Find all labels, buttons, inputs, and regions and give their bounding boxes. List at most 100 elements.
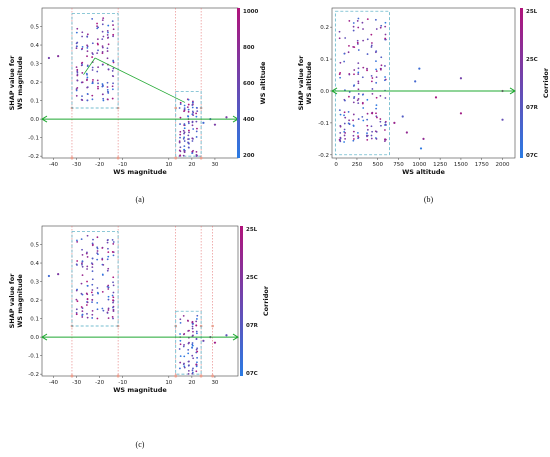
data-point [91, 309, 94, 312]
data-point [459, 112, 463, 115]
data-point [106, 37, 109, 39]
data-point [112, 276, 115, 279]
data-point [347, 51, 350, 54]
data-point [112, 301, 114, 304]
data-point [91, 266, 94, 269]
data-point [112, 241, 115, 243]
data-point [183, 104, 186, 107]
data-point [86, 265, 89, 268]
data-point [86, 55, 88, 58]
data-point [379, 120, 382, 123]
data-point [101, 45, 104, 48]
data-point [86, 312, 88, 315]
data-point [379, 118, 382, 120]
data-point [86, 301, 89, 304]
data-point [361, 76, 364, 79]
x-tick-label: 2000 [496, 162, 510, 168]
data-point [91, 283, 94, 286]
data-point [107, 92, 110, 94]
highlight-box [71, 231, 119, 327]
data-point [91, 270, 94, 273]
data-point [178, 367, 181, 370]
vline-marker [199, 156, 203, 160]
data-point [179, 339, 182, 342]
data-point [418, 67, 421, 70]
data-point [195, 320, 198, 323]
data-point [101, 30, 104, 33]
x-axis-label: WS magnitude [113, 386, 167, 394]
data-point [191, 104, 194, 106]
data-point [179, 133, 182, 136]
data-point [356, 39, 359, 42]
data-point [352, 85, 355, 87]
data-point [76, 68, 79, 71]
data-point [92, 238, 94, 241]
data-point [225, 334, 228, 337]
data-point [187, 349, 190, 351]
data-point [75, 94, 78, 97]
data-point [75, 289, 78, 292]
data-point [178, 149, 181, 152]
data-point [357, 49, 360, 51]
colorbar [237, 8, 240, 158]
x-tick-label: -40 [49, 380, 58, 386]
data-point [187, 115, 190, 118]
y-tick-label: 0.4 [30, 261, 39, 267]
data-point [348, 123, 351, 125]
x-tick-label: -30 [72, 380, 81, 386]
colorbar-tick-label: 25L [526, 9, 538, 15]
data-point [182, 315, 185, 317]
data-point [366, 132, 368, 135]
data-point [192, 330, 194, 333]
data-point [195, 136, 198, 138]
panel-caption: (c) [136, 440, 145, 449]
y-axis-label: SHAP value forWS magnitude [8, 55, 24, 111]
data-point [101, 290, 104, 293]
data-point [107, 31, 109, 34]
data-point [393, 121, 396, 124]
data-point [111, 238, 114, 241]
data-point [96, 250, 99, 252]
data-point [107, 24, 110, 27]
data-point [106, 57, 109, 60]
data-point [57, 55, 60, 58]
data-point [91, 18, 94, 20]
data-point [196, 110, 199, 113]
data-point [92, 79, 94, 81]
data-point [379, 95, 382, 97]
data-point [352, 134, 355, 137]
data-point [352, 25, 355, 28]
data-point [85, 72, 88, 75]
data-point [179, 321, 182, 324]
data-point [501, 118, 504, 121]
data-point [91, 294, 94, 296]
y-axis-label-line: WS magnitude [16, 274, 24, 328]
data-point [112, 28, 115, 31]
data-point [344, 137, 347, 140]
data-point [183, 366, 186, 369]
data-point [97, 87, 99, 90]
data-point [179, 318, 182, 321]
data-point [188, 131, 190, 134]
data-point [101, 50, 104, 53]
x-tick-label: 0 [334, 162, 338, 168]
data-point [192, 367, 194, 370]
data-point [183, 140, 186, 142]
data-point [191, 347, 194, 349]
x-tick-label: 1250 [433, 162, 447, 168]
data-point [112, 296, 115, 299]
data-point [343, 111, 346, 114]
data-point [101, 23, 104, 26]
x-tick-label: -10 [118, 162, 127, 168]
y-tick-label: 0.2 [320, 25, 329, 31]
data-point [96, 301, 99, 304]
data-point [91, 56, 94, 58]
data-point [179, 130, 182, 133]
y-axis-label-line: SHAP value for [8, 273, 16, 329]
data-point [357, 82, 360, 85]
data-point [192, 100, 194, 103]
data-point [90, 291, 93, 294]
vline-marker [70, 374, 74, 378]
data-point [191, 137, 194, 140]
data-point [187, 122, 190, 125]
